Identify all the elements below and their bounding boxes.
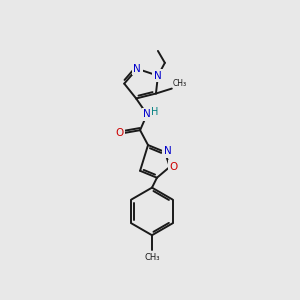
Text: N: N xyxy=(133,64,141,74)
Text: O: O xyxy=(170,162,178,172)
Text: N: N xyxy=(154,71,162,81)
Text: CH₃: CH₃ xyxy=(173,79,187,88)
Text: CH₃: CH₃ xyxy=(144,253,160,262)
Text: N: N xyxy=(143,109,151,119)
Text: H: H xyxy=(151,107,159,117)
Text: N: N xyxy=(164,146,172,156)
Text: O: O xyxy=(115,128,123,138)
